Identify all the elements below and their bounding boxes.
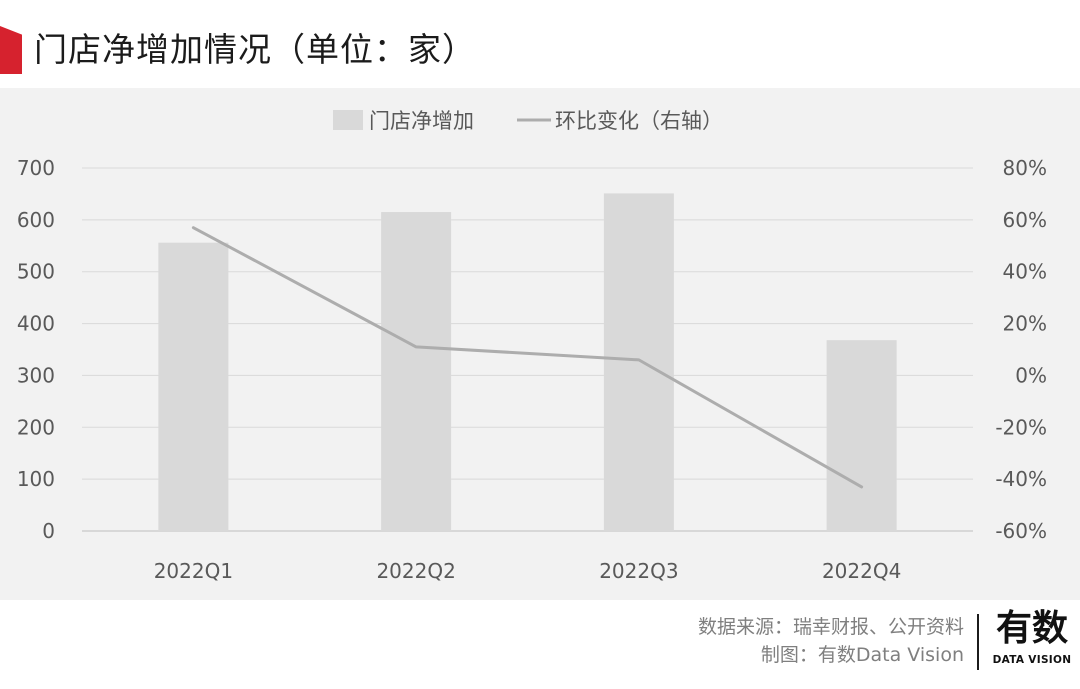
y-left-tick-label: 0: [42, 519, 55, 543]
x-tick-label: 2022Q3: [599, 559, 678, 583]
y-right-tick-label: -60%: [995, 519, 1047, 543]
y-right-tick-label: 60%: [1003, 208, 1047, 232]
y-right-tick-label: -40%: [995, 467, 1047, 491]
y-right-tick-label: 0%: [1015, 363, 1047, 387]
y-left-tick-label: 200: [17, 415, 55, 439]
legend-label-bar: 门店净增加: [369, 109, 474, 133]
y-left-tick-label: 500: [17, 260, 55, 284]
data-source-note: 数据来源：瑞幸财报、公开资料: [697, 616, 964, 638]
y-right-tick-label: -20%: [995, 415, 1047, 439]
y-left-tick-label: 400: [17, 312, 55, 336]
y-right-tick-label: 40%: [1003, 260, 1047, 284]
brand-logo-text: 有数: [995, 608, 1068, 649]
legend-swatch-bar: [333, 110, 363, 130]
title-bar: 门店净增加情况（单位：家）: [0, 0, 1080, 88]
bar: [826, 340, 897, 531]
chart-svg: 0 -60% 100 -40% 200 -20% 300 0% 400 20% 500 40% 600 6…: [17, 109, 1047, 583]
chart-credit-note: 制图：有数Data Vision: [760, 644, 964, 666]
legend-label-line: 环比变化（右轴）: [555, 109, 723, 133]
bar: [381, 212, 452, 531]
x-tick-label: 2022Q1: [154, 559, 233, 583]
chart-area: 0 -60% 100 -40% 200 -20% 300 0% 400 20% 500 40% 600 6…: [0, 88, 1080, 600]
y-left-tick-label: 700: [17, 156, 55, 180]
brand-logo-subtitle: DATA VISION: [992, 654, 1072, 666]
y-left-tick-label: 600: [17, 208, 55, 232]
brand-divider: [977, 614, 979, 670]
x-tick-label: 2022Q2: [376, 559, 455, 583]
y-left-tick-label: 300: [17, 363, 55, 387]
y-right-tick-label: 80%: [1003, 156, 1047, 180]
x-tick-label: 2022Q4: [822, 559, 901, 583]
title-accent-mark: [0, 26, 22, 74]
chart-title: 门店净增加情况（单位：家）: [34, 30, 476, 69]
y-left-tick-label: 100: [17, 467, 55, 491]
bar: [158, 242, 229, 531]
y-right-tick-label: 20%: [1003, 312, 1047, 336]
line-series: [191, 226, 864, 489]
bar: [603, 193, 674, 531]
